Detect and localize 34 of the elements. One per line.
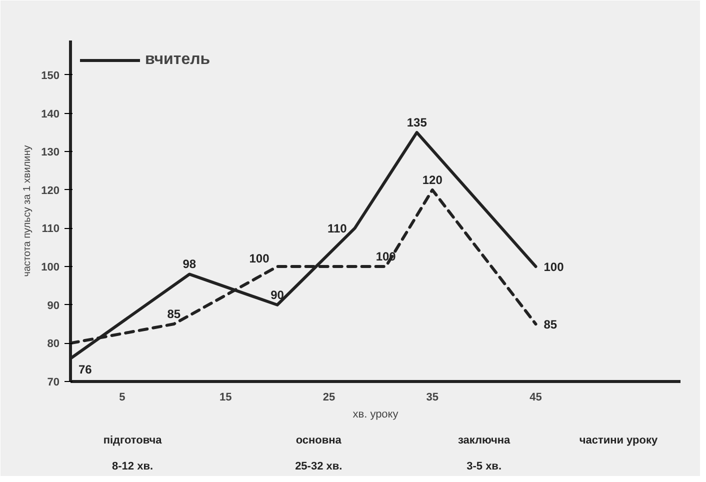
y-tick-label: 100 [41,262,60,274]
data-label: 90 [270,288,284,302]
data-label: 76 [78,362,92,377]
x-tick-label: 45 [530,392,542,404]
data-label: 120 [422,172,443,187]
x-tick-label: 35 [426,392,438,404]
y-tick-label: 140 [41,108,60,120]
text: 3-5 хв. [466,460,502,472]
y-tick-label: 130 [41,146,60,159]
data-label: 100 [249,252,270,266]
y-tick-label: 90 [47,300,60,312]
data-label: 100 [544,260,564,274]
text: підготовча [103,434,163,446]
text: частини уроку [579,434,658,446]
y-tick-label: 70 [47,376,60,388]
data-label: 85 [544,318,558,332]
y-tick-label: 80 [47,338,60,350]
text: основна [296,434,342,446]
text: 25-32 хв. [295,460,342,472]
x-axis-title: хв. уроку [352,408,399,420]
text: заключна [458,434,512,446]
x-tick-label: 5 [119,392,126,404]
y-tick-label: 120 [41,184,60,197]
x-tick-label: 25 [322,392,336,404]
data-label: 98 [182,257,196,272]
y-tick-label: 110 [42,223,60,236]
data-label: 110 [327,222,348,236]
legend-label: вчитель [145,51,210,69]
y-axis-title: частота пульсу за 1 хвилину [22,145,34,277]
data-label: 135 [406,115,428,130]
text: 8-12 хв. [112,460,154,472]
x-tick-label: 15 [219,392,232,404]
y-tick-label: 150 [41,70,60,82]
data-label: 85 [167,307,181,322]
